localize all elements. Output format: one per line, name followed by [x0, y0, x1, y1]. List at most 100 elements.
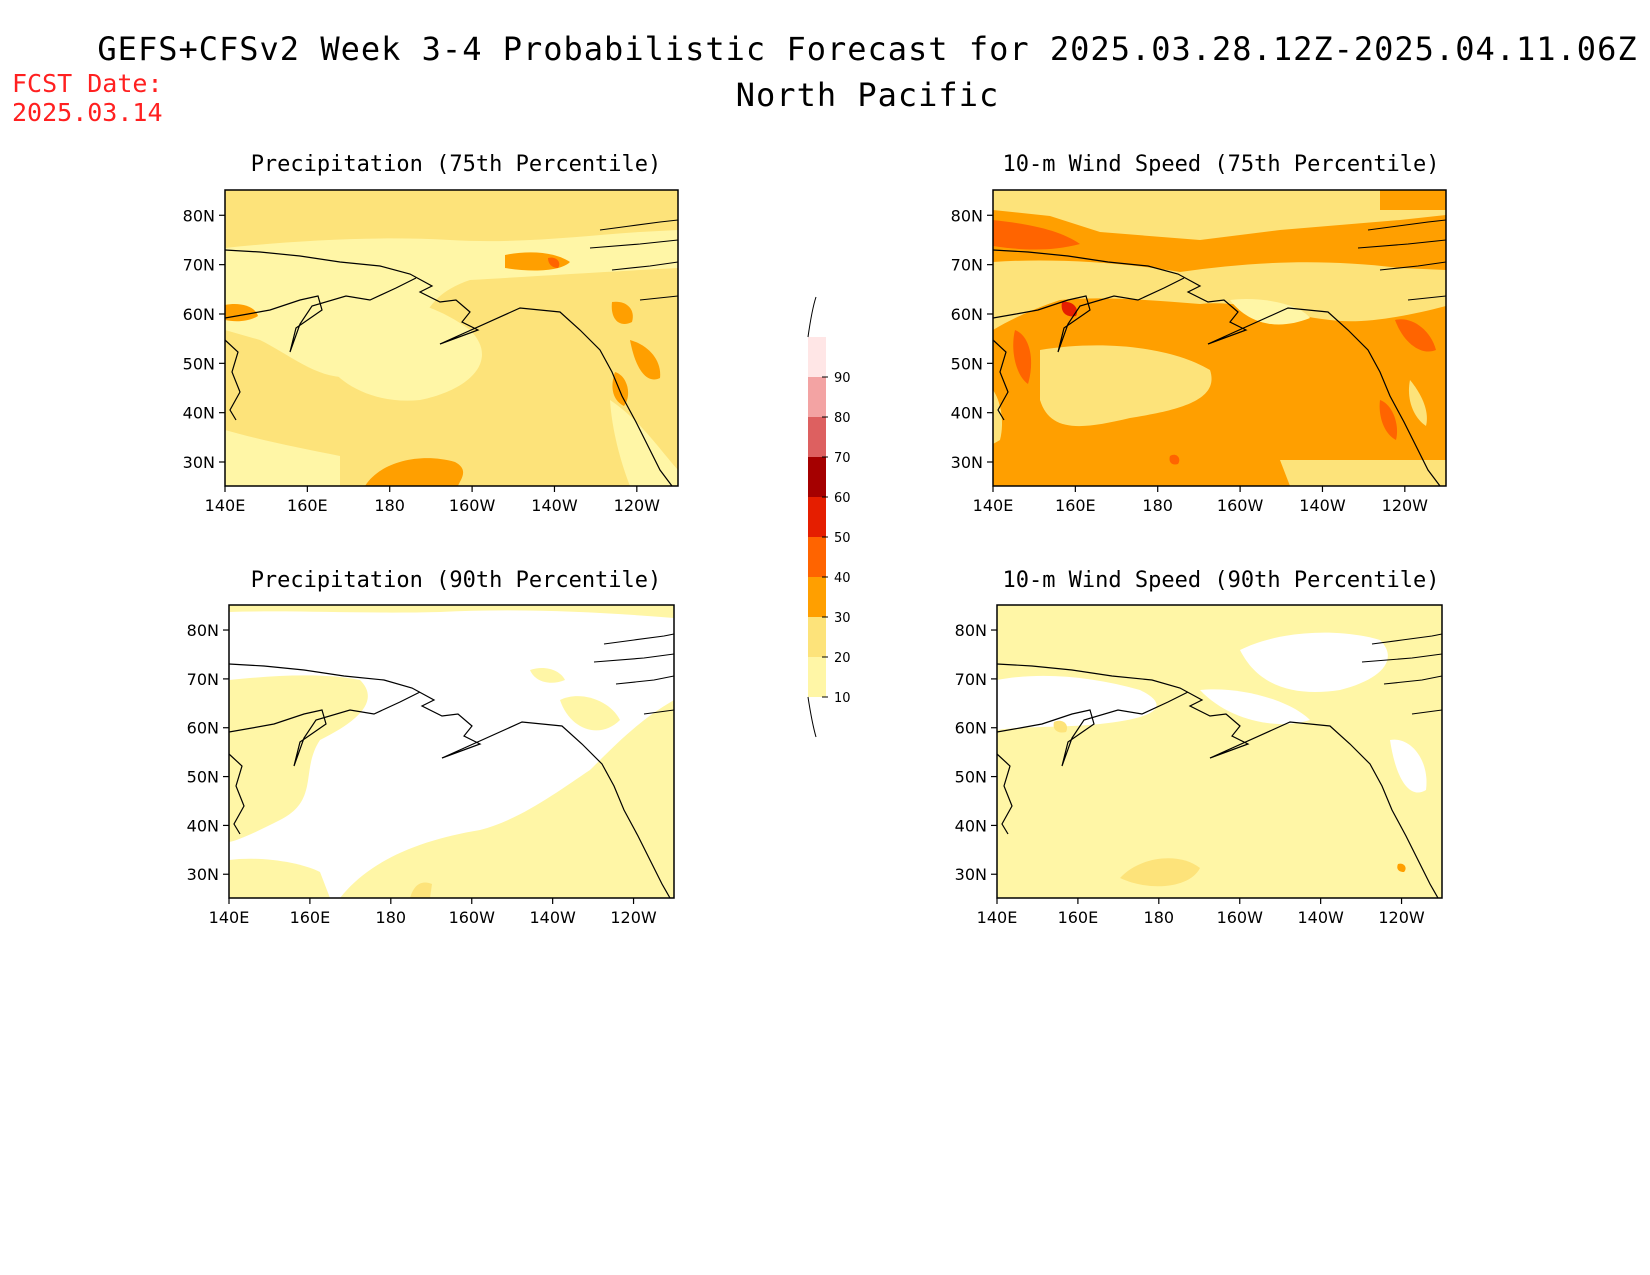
field-red-west-arctic — [993, 220, 1080, 250]
coastline-asia — [229, 691, 421, 767]
coastline-north-america — [229, 663, 671, 898]
main-title: GEFS+CFSv2 Week 3-4 Probabilistic Foreca… — [97, 30, 1638, 68]
map-frame — [224, 189, 679, 487]
field-yellow-pacific — [1040, 345, 1212, 427]
field-light-arctic — [530, 668, 565, 683]
field-red-okhotsk — [1013, 330, 1032, 384]
field-yellow-south — [1120, 858, 1200, 887]
lon-tick-label: 160E — [1055, 496, 1096, 515]
colorbar-swatch — [808, 377, 826, 417]
colorbar-label: 70 — [834, 451, 851, 466]
map-frame — [992, 189, 1447, 487]
lon-tick-label: 160E — [290, 908, 331, 927]
colorbar-swatch — [808, 577, 826, 617]
field-yellow-coast — [1408, 380, 1427, 426]
lon-tick-label: 180 — [374, 496, 405, 515]
map-panel-wind-75 — [992, 189, 1447, 487]
field-light-southeast — [340, 700, 674, 898]
coastline-asia — [225, 277, 417, 353]
field-orange-coast2 — [612, 372, 629, 406]
colorbar-swatch — [808, 537, 826, 577]
lat-tick-label: 40N — [187, 816, 219, 835]
coastline-north-america — [225, 249, 673, 486]
field-light-sw — [225, 430, 340, 486]
lat-tick-label: 30N — [955, 865, 987, 884]
lat-tick-label: 60N — [951, 305, 983, 324]
lon-tick-label: 180 — [1144, 908, 1175, 927]
coastline-japan — [229, 753, 245, 835]
lon-tick-label: 120W — [614, 496, 661, 515]
field-light-sw — [229, 858, 330, 898]
field-yellow-kamchatka — [1053, 720, 1068, 733]
fcst-date-label: FCST Date: — [12, 69, 163, 98]
lat-tick-label: 60N — [955, 719, 987, 738]
lat-tick-label: 60N — [187, 719, 219, 738]
field-light-gulf — [560, 696, 620, 731]
panel-title-precip-90: Precipitation (90th Percentile) — [250, 568, 662, 593]
coastline-asia — [997, 691, 1189, 767]
field-light-west — [229, 675, 368, 842]
lat-tick-label: 30N — [183, 453, 215, 472]
lon-tick-label: 120W — [1378, 908, 1425, 927]
lon-tick-label: 140W — [531, 496, 578, 515]
lon-tick-label: 140W — [529, 908, 576, 927]
lat-tick-label: 70N — [187, 670, 219, 689]
field-white-coast — [1390, 739, 1427, 793]
lat-tick-label: 50N — [183, 354, 215, 373]
lon-tick-label: 140W — [1299, 496, 1346, 515]
panel-title-wind-75: 10-m Wind Speed (75th Percentile) — [1002, 152, 1440, 177]
lon-tick-label: 140E — [209, 908, 250, 927]
lon-tick-label: 160E — [287, 496, 328, 515]
field-yellow-japan — [993, 390, 1003, 444]
lon-tick-label: 140E — [977, 908, 1018, 927]
axis-labels: 140E 160E 180 160W 140W 120W 80N 70N 60N 50N 40N 30… — [183, 206, 1429, 927]
field-yellow-arctic — [993, 260, 1446, 330]
coastline-arctic-islands — [1357, 219, 1446, 301]
field-white-alaska — [1200, 689, 1310, 725]
coastline-north-america — [993, 249, 1441, 486]
lat-tick-label: 70N — [955, 670, 987, 689]
region-subtitle: North Pacific — [735, 76, 1000, 114]
colorbar-label: 60 — [834, 491, 851, 506]
lat-tick-label: 80N — [951, 206, 983, 225]
field-red-coast — [1395, 319, 1436, 352]
field-white-arctic — [1240, 632, 1388, 692]
lat-tick-label: 40N — [955, 816, 987, 835]
lon-tick-label: 160E — [1058, 908, 1099, 927]
field-yellow-spot — [410, 882, 432, 898]
map-panel-precip-90 — [228, 604, 675, 899]
lon-tick-label: 160W — [449, 496, 496, 515]
map-panel-wind-90 — [996, 604, 1443, 899]
lat-tick-label: 70N — [951, 256, 983, 275]
fcst-date-value: 2025.03.14 — [12, 98, 163, 127]
lon-tick-label: 180 — [1142, 496, 1173, 515]
field-light-alaska — [1230, 298, 1310, 325]
map-frame — [996, 604, 1443, 899]
field-orange-gulf — [611, 301, 633, 324]
map-panel-precip-75 — [224, 189, 679, 487]
colorbar: 10 20 30 40 50 60 70 80 90 — [807, 296, 851, 738]
field-orange-spot — [1397, 863, 1406, 872]
lon-tick-label: 120W — [610, 908, 657, 927]
field-red-coast2 — [1379, 400, 1398, 440]
colorbar-swatch — [808, 657, 826, 697]
lon-tick-label: 180 — [376, 908, 407, 927]
field-orange-south — [365, 458, 464, 486]
lat-tick-label: 50N — [951, 354, 983, 373]
field-red-spot — [1169, 454, 1180, 465]
coastline-japan — [997, 753, 1013, 835]
coastline-arctic-islands — [1361, 633, 1442, 715]
lat-tick-label: 30N — [187, 865, 219, 884]
colorbar-label: 10 — [834, 691, 851, 706]
colorbar-swatch — [808, 417, 826, 457]
lon-tick-label: 120W — [1382, 496, 1429, 515]
lat-tick-label: 80N — [187, 621, 219, 640]
colorbar-swatch — [808, 497, 826, 537]
coastline-arctic-islands — [589, 219, 678, 301]
colorbar-bottom-cap — [807, 696, 817, 738]
field-light-patch — [320, 296, 482, 401]
coastline-arctic-islands — [593, 633, 674, 715]
lat-tick-label: 80N — [183, 206, 215, 225]
coastline-north-america — [997, 663, 1439, 898]
field-orange-ne — [1380, 190, 1446, 210]
